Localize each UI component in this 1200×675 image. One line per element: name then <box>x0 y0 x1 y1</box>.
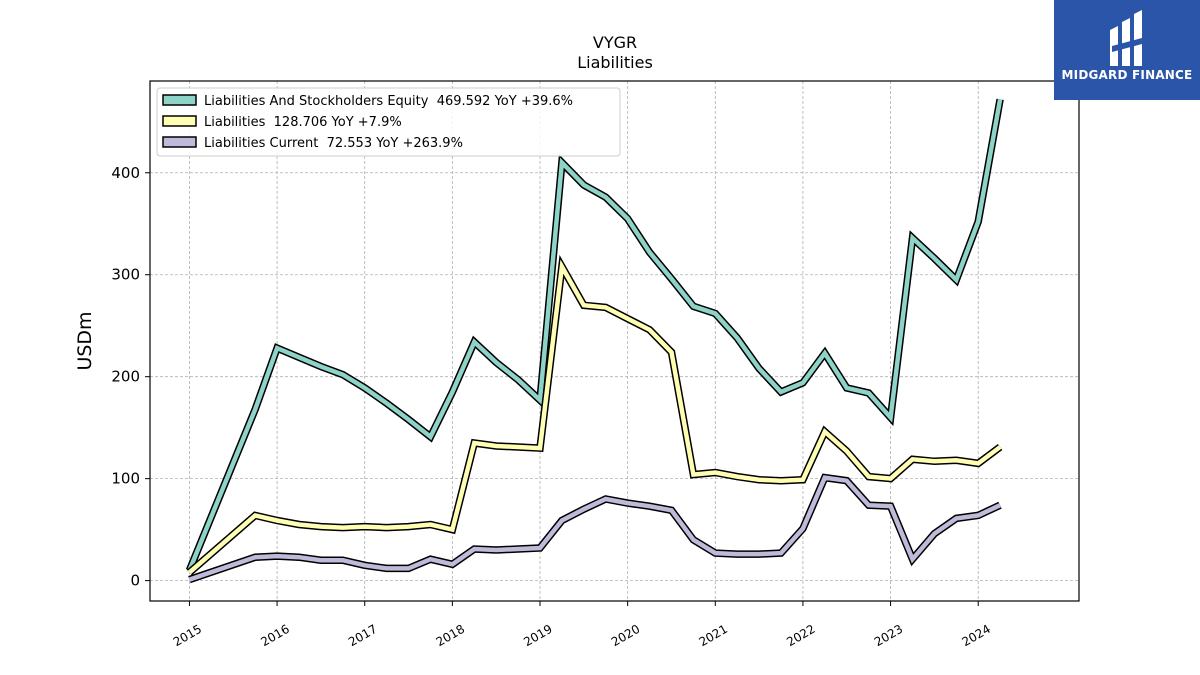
y-axis-label: USDm <box>74 311 96 370</box>
legend-label-0: Liabilities And Stockholders Equity 469.… <box>204 94 573 109</box>
x-tick-label: 2018 <box>434 622 467 649</box>
legend-swatch-0 <box>162 94 197 106</box>
legend-swatch-2 <box>162 136 197 148</box>
series-outline-0 <box>185 98 1004 572</box>
series-line-0 <box>187 99 1003 572</box>
x-tick-label: 2020 <box>609 622 642 649</box>
logo-text: MIDGARD FINANCE <box>1061 68 1193 82</box>
midgard-finance-logo: MIDGARD FINANCE <box>1054 0 1200 100</box>
chart-subtitle: Liabilities <box>577 53 653 72</box>
y-tick-label: 300 <box>111 266 140 284</box>
y-tick-label: 200 <box>111 368 140 386</box>
y-tick-label: 100 <box>111 470 140 488</box>
series-line-1 <box>187 259 1002 575</box>
y-tick-label: 400 <box>111 164 140 182</box>
chart-title: VYGR <box>593 33 637 52</box>
x-tick-label: 2021 <box>697 622 730 649</box>
x-tick-label: 2017 <box>346 622 379 649</box>
plot-frame <box>149 80 1080 602</box>
x-tick-label: 2015 <box>171 622 204 649</box>
logo-mark-icon <box>1110 10 1142 66</box>
legend: Liabilities And Stockholders Equity 469.… <box>156 87 621 157</box>
grid <box>150 81 1079 601</box>
x-tick-label: 2023 <box>872 622 905 649</box>
series-line-2 <box>188 475 1002 582</box>
legend-label-1: Liabilities 128.706 YoY +7.9% <box>204 115 402 130</box>
legend-label-2: Liabilities Current 72.553 YoY +263.9% <box>204 136 463 151</box>
legend-box <box>156 87 621 157</box>
y-tick-label: 0 <box>130 572 140 590</box>
x-tick-label: 2024 <box>959 622 992 649</box>
x-tick-label: 2016 <box>258 622 291 649</box>
x-tick-label: 2022 <box>784 622 817 649</box>
legend-swatch-1 <box>162 115 197 127</box>
x-tick-label: 2019 <box>521 622 554 649</box>
series-lines <box>185 98 1004 584</box>
